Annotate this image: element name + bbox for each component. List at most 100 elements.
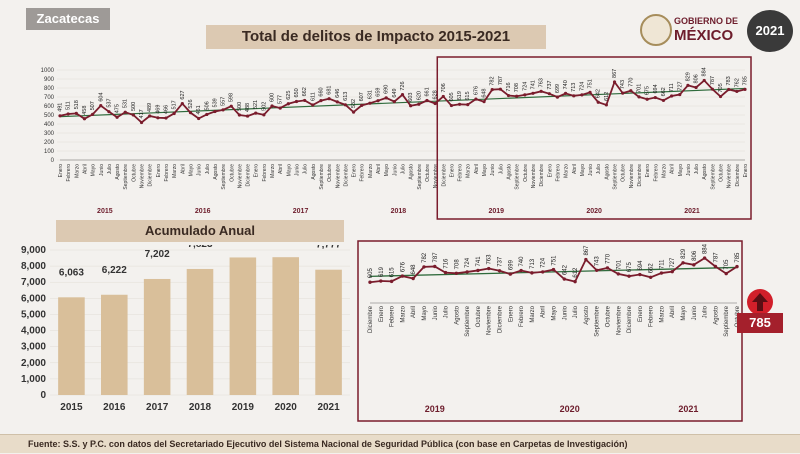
year-label: 2020	[560, 404, 580, 414]
data-point	[400, 93, 405, 97]
x-tick-label: 2018	[189, 402, 212, 413]
data-label: 737	[547, 80, 553, 89]
year-label: 2018	[391, 208, 407, 215]
month-tick-label: Octubre	[523, 164, 529, 182]
data-label: 506	[204, 101, 210, 110]
x-tick-label: 2015	[60, 402, 83, 413]
month-tick-label: Julio	[596, 164, 602, 175]
data-point	[441, 94, 445, 99]
data-point	[596, 100, 600, 104]
bar	[186, 268, 214, 395]
data-point	[343, 103, 348, 107]
data-point	[197, 116, 201, 121]
data-point	[497, 269, 502, 273]
data-label: 694	[653, 84, 659, 93]
data-label: 675	[645, 86, 651, 95]
month-tick-label: Febrero	[519, 305, 525, 327]
data-point	[724, 271, 728, 276]
month-tick-label: Septiembre	[724, 305, 730, 336]
data-label: 705	[724, 259, 730, 270]
data-label: 661	[424, 87, 430, 96]
data-point	[648, 275, 653, 279]
data-label: 537	[106, 98, 112, 107]
data-label: 489	[147, 103, 153, 112]
data-label: 867	[584, 245, 590, 256]
month-tick-label: Febrero	[164, 164, 170, 182]
data-point	[627, 274, 631, 278]
data-label: 708	[514, 83, 520, 92]
month-tick-label: Junio	[490, 164, 496, 176]
data-label: 649	[392, 88, 398, 97]
month-tick-label: Agosto	[115, 164, 121, 180]
source-footer: Fuente: S.S. y P.C. con datos del Secret…	[0, 434, 800, 453]
eagle-seal-icon	[640, 14, 672, 46]
month-tick-label: Enero	[379, 305, 385, 322]
data-label: 491	[58, 103, 64, 112]
month-tick-label: Junio	[686, 164, 692, 176]
month-tick-label: Mayo	[286, 164, 292, 176]
y-tick-label: 1,000	[21, 374, 46, 385]
month-tick-label: Junio	[99, 164, 105, 176]
data-label: 706	[441, 83, 447, 92]
data-label: 475	[115, 104, 121, 113]
month-tick-label: Octubre	[327, 164, 333, 182]
data-label: 743	[595, 256, 601, 267]
data-point	[580, 93, 584, 97]
month-tick-label: Noviembre	[335, 164, 341, 188]
y-tick-label: 5,000	[21, 309, 46, 320]
month-tick-label: Diciembre	[735, 164, 741, 187]
month-tick-label: Diciembre	[246, 164, 252, 187]
data-label: 539	[212, 98, 218, 107]
y-tick-label: 700	[44, 95, 55, 101]
data-label: 806	[694, 74, 700, 83]
data-point	[107, 110, 111, 114]
data-point	[594, 268, 599, 272]
month-tick-label: Septiembre	[613, 164, 619, 190]
data-label: 681	[327, 86, 333, 95]
data-point	[425, 98, 429, 103]
month-tick-label: Marzo	[172, 164, 178, 178]
month-tick-label: Octubre	[425, 164, 431, 182]
data-point	[713, 264, 718, 269]
data-label: 699	[555, 84, 561, 93]
month-tick-label: Marzo	[661, 164, 667, 178]
data-label: 557	[221, 97, 227, 106]
data-point	[384, 96, 388, 100]
data-point	[368, 280, 372, 284]
data-label: 787	[710, 76, 716, 85]
data-label: 782	[422, 252, 428, 263]
data-point	[311, 103, 315, 107]
month-tick-label: Julio	[401, 164, 407, 175]
month-tick-label: Agosto	[409, 164, 415, 180]
month-tick-label: Octubre	[476, 305, 482, 327]
month-tick-label: Noviembre	[433, 164, 439, 188]
month-tick-label: Diciembre	[148, 164, 154, 187]
data-point	[551, 267, 556, 272]
month-tick-label: Junio	[197, 164, 203, 176]
data-point	[563, 91, 568, 95]
data-point	[180, 101, 184, 106]
y-tick-label: 0	[40, 390, 46, 401]
month-tick-label: Noviembre	[237, 164, 243, 188]
data-point	[573, 279, 577, 284]
data-point	[572, 94, 576, 98]
year-label: 2020	[586, 208, 602, 215]
data-point	[221, 108, 225, 112]
y-tick-label: 7,000	[21, 277, 46, 288]
month-tick-label: Septiembre	[319, 164, 325, 190]
data-point	[327, 97, 331, 101]
data-label: 884	[703, 243, 709, 254]
month-tick-label: Abril	[411, 306, 417, 318]
data-point	[547, 92, 551, 96]
month-tick-label: Diciembre	[637, 164, 643, 187]
data-label: 604	[98, 92, 104, 101]
month-tick-label: Enero	[638, 305, 644, 322]
month-tick-label: Abril	[474, 164, 480, 174]
data-label: 605	[449, 92, 455, 101]
month-tick-label: Septiembre	[221, 164, 227, 190]
month-tick-label: Noviembre	[140, 164, 146, 188]
month-tick-label: Septiembre	[465, 305, 471, 336]
data-label: 740	[563, 80, 569, 89]
data-point	[710, 87, 714, 91]
year-badge: 2021	[747, 10, 793, 52]
